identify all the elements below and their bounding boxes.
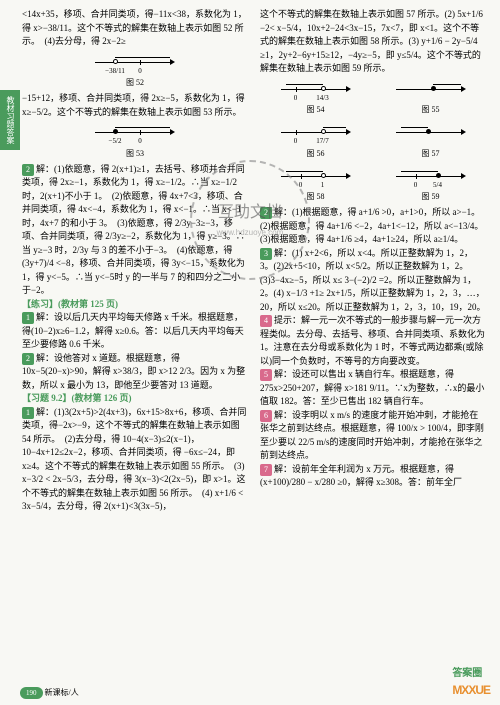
figure-54: 0 14/3 图 54: [281, 79, 351, 117]
figure-caption: 图 52: [22, 77, 248, 89]
figure-row: 0 1 图 58 0 5/4 图 59: [260, 163, 486, 207]
solution-block: 2解：设他答对 x 道题。根据题意，得 10x−5(20−x)>90，解得 x>…: [22, 352, 248, 393]
page-number-badge: 190: [20, 687, 43, 700]
solution-block: 2解：(1)根据题意，得 a+1/6 >0，a+1>0，所以 a>−1。 (2)…: [260, 206, 486, 247]
solution-block: 3解：(1) x+2<6，所以 x<4。所以正整数解为 1，2，3。(2)2x+…: [260, 247, 486, 315]
figure-55: 图 55: [396, 79, 466, 117]
figure-56: 0 17/7 图 56: [281, 122, 351, 160]
problem-number-badge: 3: [260, 248, 272, 260]
problem-number-badge: 4: [260, 315, 272, 327]
figure-57: 图 57: [396, 122, 466, 160]
solution-block: 1解：(1)3(2x+5)>2(4x+3)，6x+15>8x+6，移项、合并同类…: [22, 406, 248, 514]
figure-row: 0 14/3 图 54 图 55: [260, 76, 486, 120]
problem-number-badge: 1: [22, 407, 34, 419]
figure-53: −5/2 0 图 53: [22, 122, 248, 160]
figure-caption: 图 53: [22, 148, 248, 160]
problem-number-badge: 6: [260, 410, 272, 422]
problem-number-badge: 2: [22, 353, 34, 365]
page-content: <14x+35，移项、合并同类项，得−11x<38，系数化为 1，得 x>−38…: [0, 0, 500, 705]
solution-block: 6解：设李明以 x m/s 的速度才能开始冲刺，才能抢在张华之前到达终点。根据题…: [260, 409, 486, 463]
site-logo: 答案圈 MXXUE: [452, 666, 490, 699]
page-footer: 190 新课标/人: [20, 687, 79, 700]
right-column: 这个不等式的解集在数轴上表示如图 57 所示。(2) 5x+1/6 −2< x−…: [256, 8, 490, 697]
text-block: −15+12，移项、合并同类项，得 2x≥−5，系数化为 1，得 x≥−5/2。…: [22, 92, 248, 119]
solution-block: 5解：设还可以售出 x 辆自行车。根据题意，得 275x>250+207，解得 …: [260, 368, 486, 409]
problem-number-badge: 1: [22, 312, 34, 324]
logo-sub: MXXUE: [452, 683, 490, 697]
left-column: <14x+35，移项、合并同类项，得−11x<38，系数化为 1，得 x>−38…: [18, 8, 252, 697]
figure-59: 0 5/4 图 59: [396, 166, 466, 204]
figure-row: 0 17/7 图 56 图 57: [260, 119, 486, 163]
problem-number-badge: 5: [260, 369, 272, 381]
problem-number-badge: 2: [22, 164, 34, 176]
figure-52: −38/11 0 图 52: [22, 52, 248, 90]
text-block: <14x+35，移项、合并同类项，得−11x<38，系数化为 1，得 x>−38…: [22, 8, 248, 49]
exercise-heading: 【习题 9.2】(教材第 126 页): [22, 392, 248, 406]
practice-heading: 【练习】(教材第 125 页): [22, 298, 248, 312]
text-block: 这个不等式的解集在数轴上表示如图 57 所示。(2) 5x+1/6 −2< x−…: [260, 8, 486, 76]
footer-label: 新课标/人: [45, 688, 79, 697]
solution-block: 7解：设前年全年利润为 x 万元。根据题意，得 (x+100)/280 − x/…: [260, 463, 486, 490]
problem-number-badge: 7: [260, 464, 272, 476]
figure-58: 0 1 图 58: [281, 166, 351, 204]
solution-block: 2解：(1)依题意，得 2(x+1)≥1，去括号、移项并合并同类项，得 2x≥−…: [22, 163, 248, 298]
side-tab: 教材习题答案: [0, 90, 20, 150]
solution-block: 4提示：解一元一次不等式的一般步骤与解一元一次方程类似。去分母、去括号、移项、合…: [260, 314, 486, 368]
problem-number-badge: 2: [260, 207, 272, 219]
solution-block: 1解：设以后几天内平均每天修路 x 千米。根据题意，得(10−2)x≥6−1.2…: [22, 311, 248, 352]
